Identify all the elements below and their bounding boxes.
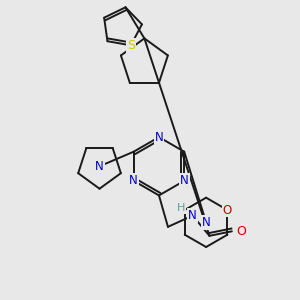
- Text: N: N: [202, 216, 211, 229]
- Text: H: H: [177, 203, 186, 213]
- Text: N: N: [188, 209, 197, 222]
- Text: O: O: [236, 225, 246, 238]
- Text: S: S: [127, 39, 135, 52]
- Text: N: N: [180, 174, 189, 187]
- Text: N: N: [154, 130, 163, 144]
- Text: N: N: [95, 160, 104, 173]
- Text: O: O: [223, 203, 232, 217]
- Text: N: N: [129, 174, 138, 187]
